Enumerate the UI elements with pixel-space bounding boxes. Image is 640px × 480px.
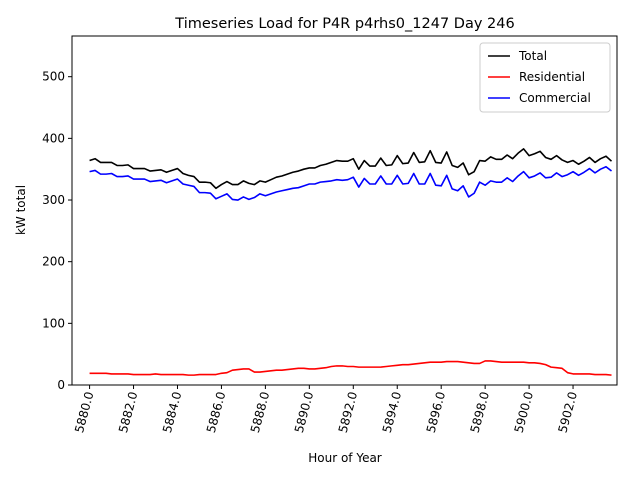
legend-label-residential: Residential [519,70,585,84]
legend-label-total: Total [518,49,547,63]
y-tick-label: 100 [42,316,65,330]
y-tick-label: 500 [42,70,65,84]
y-axis-label: kW total [14,185,28,235]
plot-frame [71,35,618,386]
legend-box [479,42,611,113]
legend-label-commercial: Commercial [519,91,591,105]
series-layer [89,148,613,376]
chart-title: Timeseries Load for P4R p4rhs0_1247 Day … [174,16,514,32]
y-tick-label: 300 [42,193,65,207]
series-line-residential [89,360,612,376]
y-tick-label: 400 [42,131,65,145]
series-line-commercial [89,165,613,201]
y-tick-label: 200 [42,255,65,269]
y-axis-ticks: 0 100 200 300 400 500 [42,70,72,392]
x-axis-label: Hour of Year [308,451,382,465]
y-tick-label: 0 [57,378,65,392]
series-line-total [89,148,613,190]
legend: Total Residential Commercial [479,42,611,113]
